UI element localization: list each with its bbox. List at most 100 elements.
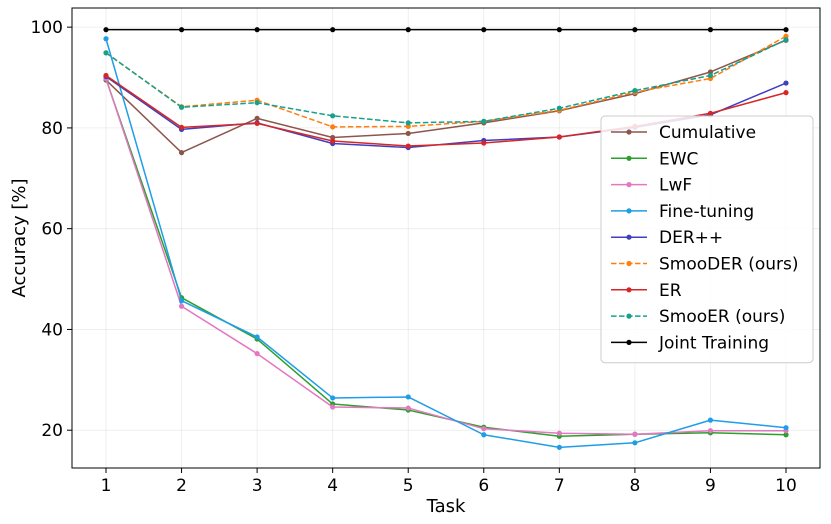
legend-marker: [626, 182, 632, 188]
series-fine-tuning: [103, 36, 789, 450]
legend-entry: Fine-tuning: [611, 202, 754, 222]
data-point: [330, 404, 336, 410]
data-point: [178, 303, 185, 309]
data-point: [103, 72, 109, 79]
legend-marker: [626, 129, 632, 135]
legend-label: DER++: [659, 228, 723, 248]
data-point: [783, 425, 789, 431]
data-point: [254, 115, 260, 121]
data-point: [405, 120, 411, 126]
data-point: [405, 143, 411, 149]
legend-marker: [626, 339, 632, 345]
legend-label: EWC: [659, 149, 698, 169]
legend-entry: Cumulative: [611, 123, 756, 143]
x-axis-label: Task: [426, 496, 466, 517]
series-joint-training: [103, 27, 789, 33]
data-point: [783, 90, 789, 96]
x-tick-label: 5: [403, 476, 414, 496]
data-point: [178, 298, 185, 304]
data-point: [254, 351, 260, 357]
legend-marker: [626, 208, 632, 214]
series-line: [105, 35, 787, 128]
data-point: [481, 118, 487, 124]
x-tick-label: 4: [327, 476, 338, 496]
legend-label: Fine-tuning: [659, 202, 754, 222]
legend-marker: [626, 260, 632, 267]
y-tick-label: 60: [41, 220, 63, 240]
series-lwf: [103, 75, 789, 437]
data-point: [405, 27, 411, 33]
data-point: [556, 105, 562, 111]
data-point: [783, 37, 789, 43]
legend-label: SmooER (ours): [659, 307, 785, 327]
x-tick-label: 2: [176, 476, 187, 496]
y-tick-label: 100: [31, 18, 63, 38]
legend: Cumulative EWC LwF Fine-tuning DER++ SmooDER …: [600, 115, 814, 364]
data-point: [481, 140, 487, 146]
data-point: [707, 72, 714, 79]
data-point: [103, 27, 109, 33]
legend-label: Cumulative: [659, 123, 756, 143]
axis-ticks: 1 2 3 4 5 6 7 8 9 10 20 40 60 80 100: [31, 18, 797, 496]
series-line: [105, 38, 787, 449]
data-point: [481, 426, 487, 432]
legend-entry: Joint Training: [611, 333, 769, 353]
legend-label: Joint Training: [658, 333, 769, 353]
x-tick-label: 8: [629, 476, 640, 496]
legend-marker: [626, 287, 632, 293]
data-point: [783, 432, 789, 438]
data-point: [783, 80, 789, 86]
legend-box: [600, 115, 814, 364]
legend-entry: EWC: [611, 149, 698, 169]
data-point: [632, 27, 638, 33]
data-point: [330, 395, 336, 401]
x-tick-label: 3: [252, 476, 263, 496]
data-point: [783, 27, 789, 33]
series-line: [105, 39, 787, 154]
data-point: [330, 113, 336, 119]
y-axis-label: Accuracy [%]: [9, 178, 30, 297]
data-point: [178, 104, 185, 110]
data-point: [632, 440, 638, 446]
legend-label: SmooDER (ours): [659, 255, 799, 275]
data-point: [178, 150, 185, 156]
data-point: [330, 27, 336, 33]
legend-entry: SmooER (ours): [611, 307, 785, 327]
data-point: [254, 334, 260, 340]
plot-frame: [71, 7, 821, 469]
legend-marker: [626, 234, 632, 240]
x-tick-label: 6: [478, 476, 489, 496]
data-point: [707, 110, 714, 116]
data-point: [405, 130, 411, 137]
data-point: [707, 417, 714, 423]
legend-entry: SmooDER (ours): [611, 255, 799, 275]
legend-marker: [626, 155, 632, 161]
data-point: [632, 431, 638, 437]
data-point: [254, 100, 260, 106]
data-point: [556, 444, 562, 450]
y-tick-label: 80: [41, 119, 63, 139]
data-point: [707, 428, 714, 434]
series-layer: [103, 27, 789, 450]
data-point: [103, 36, 109, 42]
data-point: [405, 394, 411, 400]
series-smooer-ours: [103, 37, 789, 126]
legend-label: ER: [659, 281, 682, 301]
x-tick-label: 1: [101, 476, 112, 496]
data-point: [178, 124, 185, 131]
y-tick-label: 40: [41, 320, 63, 340]
legend-label: LwF: [659, 176, 692, 196]
data-point: [556, 430, 562, 436]
data-point: [481, 432, 487, 438]
series-line: [105, 39, 787, 124]
legend-entry: ER: [611, 281, 682, 301]
data-point: [707, 27, 714, 33]
y-tick-label: 20: [41, 421, 63, 441]
x-tick-label: 7: [554, 476, 565, 496]
data-point: [330, 124, 336, 130]
data-point: [330, 138, 336, 144]
data-point: [103, 50, 109, 56]
x-tick-label: 10: [775, 476, 797, 496]
data-point: [481, 27, 487, 33]
